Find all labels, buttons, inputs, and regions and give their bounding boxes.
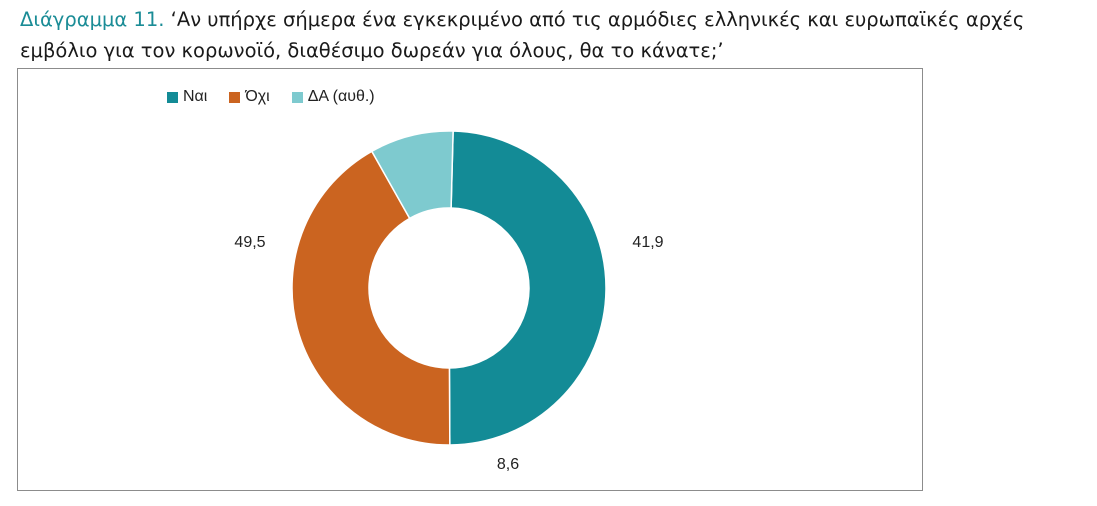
data-label-no: 41,9	[632, 234, 663, 251]
data-label-yes: 49,5	[234, 234, 265, 251]
legend-item-yes: Ναι	[167, 88, 207, 106]
legend-item-dk: ΔΑ (αυθ.)	[291, 88, 375, 106]
donut-slice-dk	[370, 130, 454, 220]
legend-label-no: Όχι	[245, 88, 270, 105]
caption-lead: Διάγραμμα 11.	[20, 8, 165, 31]
legend-item-no: Όχι	[229, 88, 270, 106]
legend-label-yes: Ναι	[183, 88, 208, 105]
donut-slice-no	[291, 150, 451, 446]
data-label-dk: 8,6	[497, 456, 519, 473]
caption-text: ‘Αν υπήρχε σήμερα ένα εγκεκριμένο από τι…	[20, 8, 1025, 62]
legend-swatch-no	[229, 91, 241, 103]
legend-label-dk: ΔΑ (αυθ.)	[307, 88, 375, 105]
chart-caption: Διάγραμμα 11. ‘Αν υπήρχε σήμερα ένα εγκε…	[20, 4, 1090, 66]
legend-swatch-yes	[167, 91, 178, 103]
legend-swatch-dk	[291, 91, 303, 103]
chart-legend: Ναι Όχι ΔΑ (αυθ.)	[167, 88, 375, 106]
donut-slice-yes	[448, 130, 607, 446]
